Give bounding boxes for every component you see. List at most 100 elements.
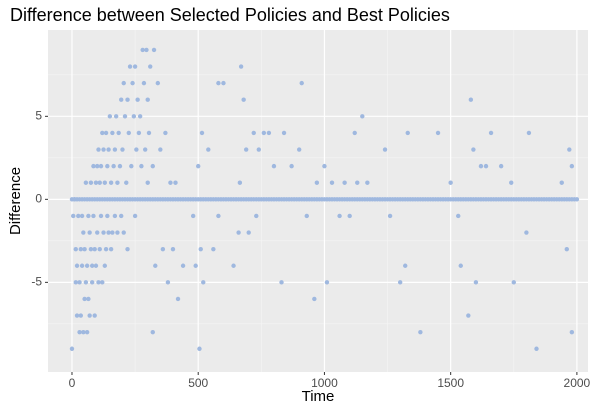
point	[122, 114, 128, 119]
point	[352, 130, 357, 136]
point	[473, 280, 479, 285]
point	[221, 80, 226, 86]
y-tick-label: -5	[31, 275, 42, 289]
point	[110, 130, 115, 136]
point	[105, 163, 110, 169]
point	[458, 263, 463, 268]
point	[79, 213, 85, 219]
point	[168, 180, 173, 185]
point	[197, 346, 202, 351]
point	[93, 263, 99, 268]
point	[150, 163, 155, 169]
point	[96, 280, 101, 285]
point	[93, 180, 99, 185]
point	[119, 213, 124, 219]
point	[97, 246, 102, 252]
point	[304, 213, 309, 219]
point	[87, 313, 92, 318]
point	[92, 246, 97, 252]
point	[403, 263, 408, 268]
point	[125, 97, 130, 102]
point	[121, 230, 126, 235]
point	[509, 180, 514, 185]
x-tick-label: 0	[69, 376, 76, 390]
point	[324, 280, 330, 285]
point	[435, 130, 441, 136]
x-tick-label: 500	[188, 376, 208, 390]
x-axis-title: Time	[302, 388, 335, 405]
point	[289, 163, 294, 169]
y-axis-title: Difference	[7, 167, 24, 235]
point	[113, 114, 119, 119]
point	[387, 213, 393, 219]
point	[116, 130, 121, 136]
point	[77, 329, 82, 335]
point	[145, 97, 150, 102]
point	[89, 263, 95, 268]
point	[199, 130, 205, 136]
point	[120, 147, 125, 152]
point	[96, 147, 101, 152]
point	[151, 47, 157, 53]
point	[101, 147, 106, 152]
point	[140, 47, 145, 53]
point	[103, 246, 109, 252]
point	[73, 246, 78, 252]
point	[405, 130, 410, 136]
point	[145, 180, 150, 185]
point	[74, 313, 80, 318]
point	[471, 147, 476, 152]
point	[79, 263, 85, 268]
point	[132, 64, 138, 69]
point	[112, 213, 118, 219]
point	[526, 130, 532, 136]
point	[98, 213, 104, 219]
point	[129, 163, 134, 169]
point	[88, 246, 94, 252]
point	[117, 163, 123, 169]
point	[231, 263, 236, 268]
point	[201, 280, 206, 285]
point	[144, 47, 149, 53]
point	[567, 147, 572, 152]
point	[121, 80, 126, 86]
point	[89, 280, 95, 285]
point	[160, 246, 166, 252]
point	[574, 197, 580, 202]
point	[355, 180, 360, 185]
point	[299, 80, 304, 86]
point	[112, 147, 118, 152]
point	[137, 114, 143, 119]
point	[125, 246, 130, 252]
point	[347, 213, 352, 219]
point	[135, 97, 140, 102]
point	[78, 313, 84, 318]
point	[158, 147, 163, 152]
point	[559, 180, 564, 185]
point	[124, 180, 129, 185]
point	[107, 114, 113, 119]
point	[100, 280, 105, 285]
point	[254, 213, 259, 219]
point	[266, 130, 272, 136]
point	[108, 246, 114, 252]
point	[87, 230, 92, 235]
point	[478, 163, 484, 169]
point	[106, 147, 111, 152]
point	[82, 246, 87, 252]
point	[296, 147, 302, 152]
point	[196, 163, 201, 169]
point	[127, 64, 133, 69]
y-tick-label: 0	[35, 192, 42, 206]
point	[397, 280, 403, 285]
point	[106, 230, 111, 235]
point	[534, 346, 539, 351]
point	[569, 163, 575, 169]
point	[97, 180, 102, 185]
point	[314, 180, 320, 185]
point	[173, 180, 178, 185]
point	[134, 147, 139, 152]
point	[261, 130, 267, 136]
point	[175, 296, 181, 302]
